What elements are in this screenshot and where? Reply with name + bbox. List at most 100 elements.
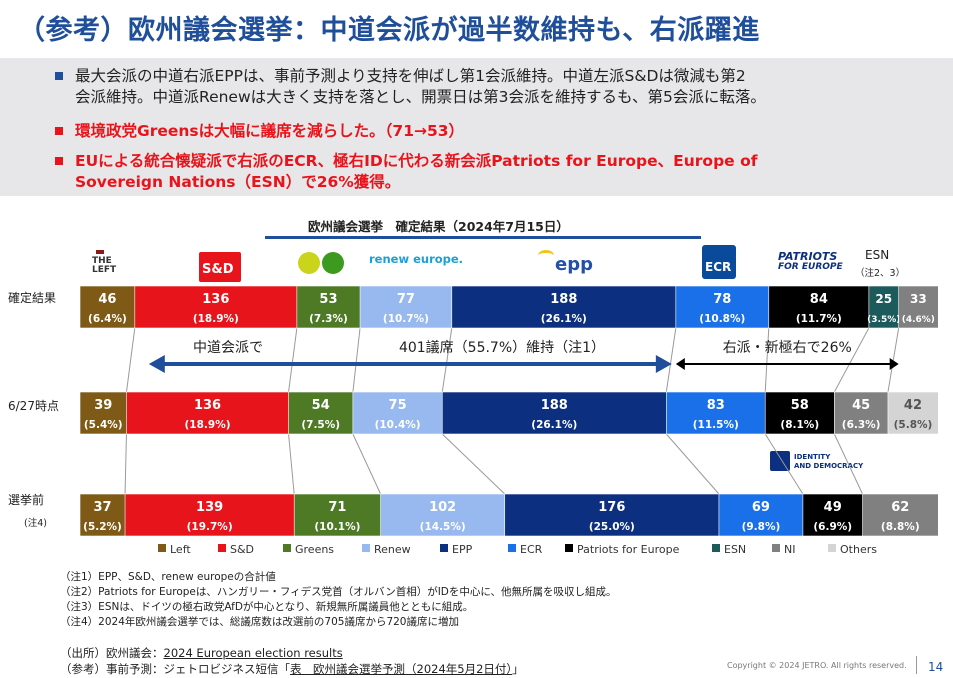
legend-swatch xyxy=(283,544,291,552)
bar-pct-label: (10.7%) xyxy=(383,313,429,325)
legend-swatch xyxy=(362,544,370,552)
bar-pct-label: (14.5%) xyxy=(420,521,466,533)
connector-line xyxy=(833,327,870,393)
connector-line xyxy=(887,327,900,393)
connector-line xyxy=(441,327,453,393)
bar-pct-label: (11.5%) xyxy=(693,419,739,431)
footnote-2: （注2）Patriots for Europeは、ハンガリー・フィデス党首（オル… xyxy=(60,586,617,598)
source-line2-prefix: （参考）事前予測：ジェトロビジネス短信「 xyxy=(60,662,290,676)
source-line1-prefix: （出所）欧州議会： xyxy=(60,646,164,660)
bullet-line: 最大会派の中道右派EPPは、事前予測より支持を伸ばし第1会派維持。中道左派S&D… xyxy=(75,67,746,85)
chart-title: 欧州議会選挙 確定結果（2024年7月15日） xyxy=(308,219,569,234)
bar-value-label: 136 xyxy=(202,292,229,307)
bar-value-label: 83 xyxy=(707,398,725,413)
greens-logo-text: GREENS xyxy=(298,275,303,276)
connector-line xyxy=(665,433,720,495)
bar-segment xyxy=(862,493,939,537)
bar-segment xyxy=(134,285,298,329)
legend-label: Others xyxy=(840,543,877,556)
patriots-logo-text-2: FOR EUROPE xyxy=(778,262,843,272)
connector-line xyxy=(125,327,136,393)
sd-logo-text: S&D xyxy=(202,262,234,277)
source-link-results[interactable]: 2024 European election results xyxy=(163,646,343,660)
bar-segment xyxy=(79,493,126,537)
id-logo-text-1: IDENTITY xyxy=(794,453,831,461)
bar-pct-label: (6.4%) xyxy=(88,313,127,325)
bar-segment xyxy=(887,391,939,435)
esn-note: （注2、3） xyxy=(855,268,906,279)
bar-value-label: 45 xyxy=(852,398,870,413)
row-label: 選挙前 xyxy=(8,492,44,507)
bar-value-label: 102 xyxy=(429,500,456,515)
the-left-logo: THE LEFT xyxy=(92,250,136,278)
bar-pct-label: (6.3%) xyxy=(842,419,881,431)
bar-value-label: 71 xyxy=(328,500,346,515)
legend-label: EPP xyxy=(452,543,473,556)
legend-label: Left xyxy=(170,543,191,556)
bar-value-label: 25 xyxy=(875,292,892,306)
legend-swatch xyxy=(772,544,780,552)
bar-pct-label: (8.1%) xyxy=(780,419,819,431)
legend-label: Renew xyxy=(374,543,411,556)
bar-value-label: 188 xyxy=(550,292,577,307)
legend-swatch xyxy=(565,544,573,552)
source-link-forecast[interactable]: 表 欧州議会選挙予測（2024年5月2日付） xyxy=(290,662,513,676)
bar-pct-label: (8.8%) xyxy=(881,521,920,533)
bar-value-label: 136 xyxy=(194,398,221,413)
bar-segment xyxy=(441,391,667,435)
right-wing-arrow-head-left xyxy=(675,358,685,370)
greens-logo: GREENS xyxy=(298,249,346,276)
bar-value-label: 39 xyxy=(94,398,112,413)
footnotes: （注1）EPP、S&D、renew europeの合計値 （注2）Patriot… xyxy=(60,570,617,630)
summary-bullet-2: 環境政党Greensは大幅に議席を減らした。（71→53） xyxy=(55,121,464,142)
legend-label: Greens xyxy=(295,543,334,556)
sd-logo: S&D xyxy=(199,252,241,282)
connector-line xyxy=(833,433,863,495)
connector-line xyxy=(288,327,298,393)
bar-segment xyxy=(288,391,354,435)
bar-segment xyxy=(898,285,939,329)
bar-segment xyxy=(504,493,720,537)
bullet-square-icon xyxy=(55,157,63,165)
bullet-line: EUによる統合懐疑派で右派のECR、極右IDに代わる新会派Patriots fo… xyxy=(75,152,758,170)
bar-value-label: 69 xyxy=(752,500,770,515)
bar-pct-label: (25.0%) xyxy=(589,521,635,533)
connector-line xyxy=(441,433,506,495)
legend-swatch xyxy=(440,544,448,552)
bar-pct-label: (26.1%) xyxy=(541,313,587,325)
connector-line xyxy=(352,327,361,393)
bar-value-label: 42 xyxy=(904,398,922,413)
bar-pct-label: (6.9%) xyxy=(813,521,852,533)
bar-value-label: 75 xyxy=(389,398,407,413)
bar-segment xyxy=(359,285,453,329)
bullet-square-icon xyxy=(55,72,63,80)
bar-pct-label: (18.9%) xyxy=(193,313,239,325)
patriots-logo-text-1: PATRIOTS xyxy=(778,250,838,263)
connector-line xyxy=(288,433,295,495)
bar-value-label: 78 xyxy=(713,292,731,307)
page-divider xyxy=(916,656,917,674)
bar-pct-label: (7.5%) xyxy=(301,419,340,431)
legend-label: S&D xyxy=(230,543,254,556)
legend-label: ESN xyxy=(724,543,746,556)
legend-swatch xyxy=(712,544,720,552)
ecr-logo-text: ECR xyxy=(705,260,732,274)
connector-line xyxy=(764,327,770,393)
bar-pct-label: (9.8%) xyxy=(742,521,781,533)
epp-logo-text: epp xyxy=(555,254,593,275)
source-line2-suffix: 」 xyxy=(512,662,524,676)
bar-pct-label: (19.7%) xyxy=(187,521,233,533)
bar-value-label: 37 xyxy=(93,500,111,515)
bar-pct-label: (4.6%) xyxy=(902,315,935,325)
row-label: 6/27時点 xyxy=(8,399,59,413)
renew-logo: renew europe. xyxy=(369,252,464,266)
bar-pct-label: (11.7%) xyxy=(796,313,842,325)
legend-swatch xyxy=(218,544,226,552)
bar-pct-label: (10.1%) xyxy=(314,521,360,533)
footnote-4: （注4）2024年欧州議会選挙では、総議席数は改選前の705議席から720議席に… xyxy=(60,616,459,628)
bullet-line: Sovereign Nations（ESN）で26%獲得。 xyxy=(75,173,401,191)
bullet-square-icon xyxy=(55,127,63,135)
bar-pct-label: (5.4%) xyxy=(84,419,123,431)
bullet-line: 会派維持。中道派Renewは大きく支持を落とし、開票日は第3会派を維持するも、第… xyxy=(75,88,766,106)
